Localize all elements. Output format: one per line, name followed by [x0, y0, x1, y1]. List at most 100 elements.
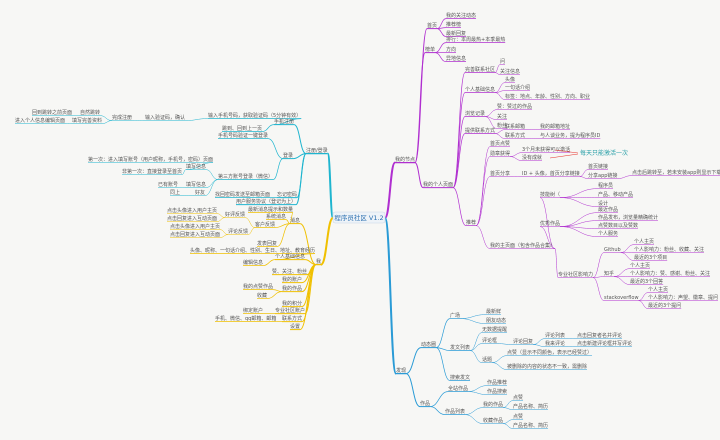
topic-node[interactable]: 作品列表	[445, 408, 465, 415]
topic-node[interactable]: 优秀作品	[540, 220, 560, 227]
topic-node[interactable]: 作品	[420, 400, 430, 407]
leaf-node[interactable]: 朋友动态	[486, 317, 506, 324]
leaf-node[interactable]: 被删除的内容的状态不一致，需删除	[507, 363, 587, 370]
leaf-node[interactable]: 排行：本周最热+本季最热	[446, 36, 505, 43]
topic-node[interactable]: Github	[604, 247, 621, 253]
topic-node[interactable]: 我的个人页面	[423, 181, 453, 188]
leaf-node[interactable]: 用户服务协议（登记为上）	[236, 198, 296, 205]
topic-node[interactable]: stackoverflow	[604, 295, 639, 301]
topic-node[interactable]: 首页分享	[490, 170, 510, 177]
topic-node[interactable]: 浏览记录	[465, 110, 485, 117]
topic-node[interactable]: 输入手机号码，获取验证码（5分钟有效）	[208, 112, 301, 119]
leaf-node[interactable]: 我的邮箱地址	[540, 123, 570, 130]
leaf-node[interactable]: 发表回复	[257, 240, 277, 247]
topic-node[interactable]: 收藏作品	[483, 417, 503, 424]
topic-node[interactable]: 个人基础信息	[275, 253, 305, 260]
topic-node[interactable]: 忘记密码	[277, 191, 297, 198]
leaf-node[interactable]: 个人服务	[598, 230, 618, 237]
topic-node[interactable]: 填写完善资料	[72, 117, 102, 124]
leaf-node[interactable]: 我的点赞作品	[243, 283, 273, 290]
topic-node[interactable]: 好友	[195, 189, 205, 196]
topic-node[interactable]: 填写信息	[186, 181, 206, 188]
leaf-node[interactable]: 点击头像进入用户主页	[170, 223, 220, 230]
leaf-node[interactable]: 手机、微信、qq邮箱、邮箱	[215, 315, 276, 322]
leaf-node[interactable]: 进入个人信息编辑页面	[15, 117, 65, 124]
leaf-node[interactable]: 头像	[505, 76, 515, 83]
leaf-node[interactable]: 粉丝	[497, 122, 507, 129]
topic-node[interactable]: 消息	[290, 217, 300, 224]
topic-node[interactable]: 勋章获得	[490, 150, 510, 157]
leaf-node[interactable]: 最近作品	[598, 206, 618, 213]
leaf-node[interactable]: 个人影响力：粉丝、收藏、关注	[634, 246, 704, 253]
topic-node[interactable]: 专业社区账户	[275, 307, 305, 314]
topic-node[interactable]: ID + 头像，首页分享链接	[522, 170, 580, 177]
leaf-node[interactable]: 编辑信息	[243, 259, 263, 266]
leaf-node[interactable]: 跳到、回到上一页	[222, 125, 262, 132]
leaf-node[interactable]: 系统消息	[266, 213, 286, 220]
topic-node[interactable]: 提供联系方式	[465, 127, 495, 134]
topic-node[interactable]: 首页	[427, 22, 437, 29]
topic-node[interactable]: 客户反馈	[255, 221, 275, 228]
leaf-node[interactable]: 产品名称、简历	[513, 422, 548, 429]
leaf-node[interactable]: 非第一次：直接登录至首页	[122, 168, 182, 175]
topic-node[interactable]: 联系方式	[282, 315, 302, 322]
topic-node[interactable]: 手机注册	[274, 118, 294, 125]
leaf-node[interactable]: 我的关注动态	[446, 12, 476, 19]
leaf-node[interactable]: 作品推荐	[487, 379, 507, 386]
leaf-node[interactable]: 个人主页	[634, 238, 654, 245]
leaf-node[interactable]: 设计	[598, 200, 608, 207]
leaf-node[interactable]: 点赞	[513, 394, 523, 401]
leaf-node[interactable]: 没有成就	[522, 154, 542, 161]
topic-node[interactable]: 我的作品	[282, 285, 302, 292]
leaf-node[interactable]: 程序员	[598, 182, 613, 189]
leaf-node[interactable]: 最近的3个回答	[630, 278, 663, 285]
topic-node[interactable]: 我来评论	[545, 340, 565, 347]
leaf-node[interactable]: 产品名称、简历	[513, 403, 548, 410]
leaf-node[interactable]: 找回密码发送至邮箱页面	[215, 191, 270, 198]
topic-node[interactable]: 全站作品	[448, 385, 468, 392]
topic-node[interactable]: 第三方账号登录（微信）	[218, 173, 273, 180]
branch-node[interactable]: 注册/登录	[306, 147, 328, 154]
branch-node[interactable]: 发现	[396, 367, 406, 374]
topic-node[interactable]: 技能树（	[540, 191, 560, 198]
topic-node[interactable]: 填写信息	[186, 163, 206, 170]
topic-node[interactable]: 个人基础信息	[465, 86, 495, 93]
leaf-node[interactable]: 点赞	[513, 413, 523, 420]
leaf-node[interactable]: 关注	[497, 113, 507, 120]
leaf-node[interactable]: 与人谈业务，提为程序员ID	[540, 132, 600, 139]
topic-node[interactable]: 完成注册	[112, 114, 132, 121]
leaf-node[interactable]: 同上	[170, 189, 180, 196]
branch-node[interactable]: 我的节点	[395, 156, 415, 163]
leaf-node[interactable]: 点击头像进入用户主页	[167, 207, 217, 214]
topic-node[interactable]: 输入验证码，确认	[145, 114, 185, 121]
leaf-node[interactable]: 最近的3个项目	[634, 254, 667, 261]
leaf-node[interactable]: 绑定账户	[243, 307, 263, 314]
leaf-node[interactable]: 已有账号	[158, 181, 178, 188]
leaf-node[interactable]: 产品、移动产品	[598, 191, 633, 198]
topic-node[interactable]: 自然跳转	[80, 109, 100, 116]
leaf-node[interactable]: 第一次：进入填写账号（用户昵称，手机号，密码）页面	[88, 156, 213, 163]
topic-node[interactable]: 话题	[482, 356, 492, 363]
leaf-node[interactable]: 我的账户	[282, 276, 302, 283]
leaf-node[interactable]: 作品发布，浏览量精确统计	[598, 214, 658, 221]
topic-node[interactable]: 发文列表	[450, 344, 470, 351]
leaf-node[interactable]: 收藏	[257, 292, 267, 299]
leaf-node[interactable]: 点击回复者名并评论	[577, 332, 622, 339]
leaf-node[interactable]: 点击回复进入互动页面	[167, 215, 217, 222]
leaf-node[interactable]: 无数据提醒	[482, 326, 507, 333]
leaf-node[interactable]: 问	[500, 58, 505, 65]
topic-node[interactable]: 联系方式	[505, 132, 525, 139]
leaf-node[interactable]: 个人影响力：赞、感谢、粉丝、关注	[630, 270, 710, 277]
topic-node[interactable]: 评论框	[482, 337, 497, 344]
topic-node[interactable]: 评论反馈	[228, 228, 248, 235]
topic-node[interactable]: 榜单	[425, 46, 435, 53]
leaf-node[interactable]: 异地信息	[446, 55, 466, 62]
leaf-node[interactable]: 我的积分	[282, 300, 302, 307]
leaf-node[interactable]: 点赞（显示不同颜色，表示已经赞过）	[507, 349, 592, 356]
leaf-node[interactable]: 个人主页	[630, 262, 650, 269]
leaf-node[interactable]: 赞：赞过的作品	[497, 103, 532, 110]
topic-node[interactable]: 我的作品	[483, 401, 503, 408]
leaf-node[interactable]: 最新回复	[446, 30, 466, 37]
leaf-node[interactable]: 手机号码验证一键登录	[218, 132, 268, 139]
topic-node[interactable]: 分享app链接	[588, 172, 617, 179]
